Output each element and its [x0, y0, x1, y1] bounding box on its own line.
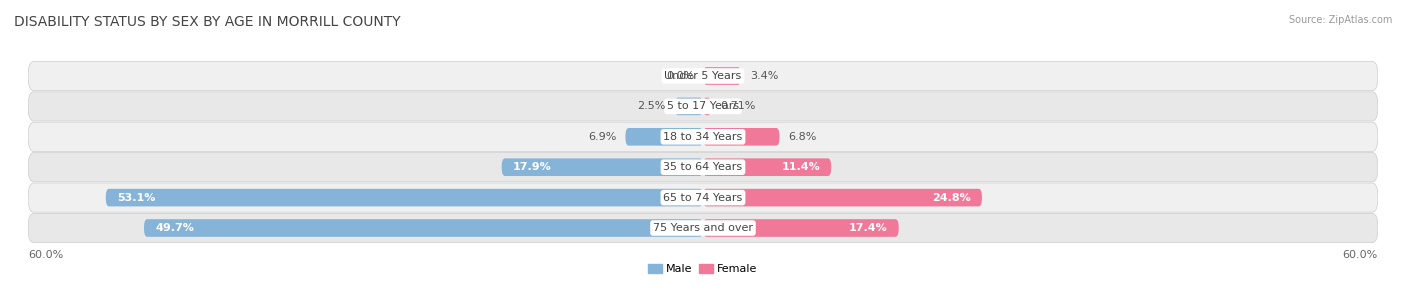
Text: 49.7%: 49.7%	[155, 223, 194, 233]
FancyBboxPatch shape	[703, 128, 779, 146]
Text: 24.8%: 24.8%	[932, 193, 970, 202]
Text: 18 to 34 Years: 18 to 34 Years	[664, 132, 742, 142]
FancyBboxPatch shape	[28, 122, 1378, 151]
Text: 65 to 74 Years: 65 to 74 Years	[664, 193, 742, 202]
Text: Under 5 Years: Under 5 Years	[665, 71, 741, 81]
FancyBboxPatch shape	[703, 98, 711, 115]
Text: 17.9%: 17.9%	[513, 162, 551, 172]
Text: 3.4%: 3.4%	[751, 71, 779, 81]
Text: DISABILITY STATUS BY SEX BY AGE IN MORRILL COUNTY: DISABILITY STATUS BY SEX BY AGE IN MORRI…	[14, 15, 401, 29]
FancyBboxPatch shape	[502, 158, 703, 176]
Legend: Male, Female: Male, Female	[644, 259, 762, 279]
Text: Source: ZipAtlas.com: Source: ZipAtlas.com	[1288, 15, 1392, 25]
Text: 6.8%: 6.8%	[789, 132, 817, 142]
FancyBboxPatch shape	[28, 92, 1378, 121]
Text: 35 to 64 Years: 35 to 64 Years	[664, 162, 742, 172]
FancyBboxPatch shape	[703, 67, 741, 85]
Text: 5 to 17 Years: 5 to 17 Years	[666, 102, 740, 111]
FancyBboxPatch shape	[626, 128, 703, 146]
FancyBboxPatch shape	[143, 219, 703, 237]
FancyBboxPatch shape	[703, 158, 831, 176]
Text: 60.0%: 60.0%	[28, 250, 63, 260]
FancyBboxPatch shape	[703, 219, 898, 237]
FancyBboxPatch shape	[28, 61, 1378, 91]
FancyBboxPatch shape	[703, 189, 981, 206]
Text: 53.1%: 53.1%	[117, 193, 155, 202]
Text: 6.9%: 6.9%	[588, 132, 616, 142]
Text: 11.4%: 11.4%	[782, 162, 820, 172]
Text: 0.0%: 0.0%	[666, 71, 695, 81]
Text: 60.0%: 60.0%	[1343, 250, 1378, 260]
FancyBboxPatch shape	[28, 183, 1378, 212]
Text: 2.5%: 2.5%	[637, 102, 666, 111]
FancyBboxPatch shape	[675, 98, 703, 115]
FancyBboxPatch shape	[105, 189, 703, 206]
Text: 75 Years and over: 75 Years and over	[652, 223, 754, 233]
Text: 0.71%: 0.71%	[720, 102, 755, 111]
FancyBboxPatch shape	[28, 213, 1378, 243]
Text: 17.4%: 17.4%	[849, 223, 887, 233]
FancyBboxPatch shape	[28, 153, 1378, 182]
